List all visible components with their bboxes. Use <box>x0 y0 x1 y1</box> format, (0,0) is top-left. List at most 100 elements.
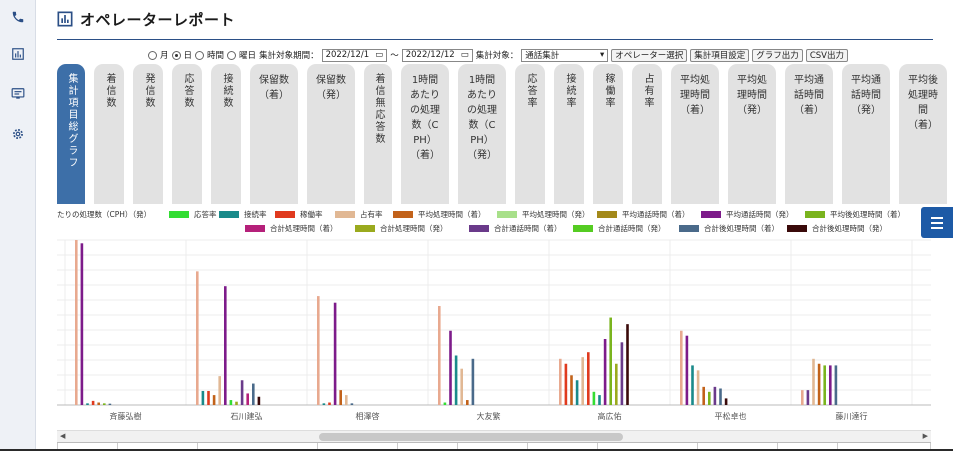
legend-item[interactable]: たりの処理数（CPH）（発） <box>57 209 151 220</box>
chart-bar[interactable] <box>708 391 711 405</box>
chart-bar[interactable] <box>564 363 568 405</box>
chart-bar[interactable] <box>207 390 210 405</box>
chart-bar[interactable] <box>592 391 596 405</box>
chart-bar[interactable] <box>86 403 89 405</box>
tab-8[interactable]: 1時間 あたり の処理 数（C PH） （着） <box>401 64 449 204</box>
chart-bar[interactable] <box>581 357 584 405</box>
legend-item[interactable]: 平均通話時間（着） <box>597 209 690 220</box>
chart-bar[interactable] <box>620 342 624 405</box>
chart-bar[interactable] <box>252 383 255 405</box>
target-select[interactable]: 通話集計 ▾ <box>521 48 609 62</box>
radio-day[interactable] <box>171 50 181 60</box>
chart-bar[interactable] <box>685 335 689 405</box>
chart-bar[interactable] <box>460 368 463 405</box>
bar-chart-icon[interactable] <box>9 45 27 63</box>
tab-4[interactable]: 接続数 <box>211 64 241 204</box>
legend-item[interactable]: 平均処理時間（着） <box>393 209 486 220</box>
chart-bar[interactable] <box>713 386 717 405</box>
chart-bar[interactable] <box>240 380 244 405</box>
scroll-thumb[interactable] <box>319 433 623 441</box>
tab-17[interactable]: 平均通 話時間 （発） <box>842 64 890 204</box>
tab-3[interactable]: 応答数 <box>172 64 202 204</box>
chart-bar[interactable] <box>823 365 826 405</box>
chart-bar[interactable] <box>75 240 78 405</box>
chart-bar[interactable] <box>449 330 452 405</box>
graph-export-button[interactable]: グラフ出力 <box>752 48 803 62</box>
chart-bar[interactable] <box>829 365 832 405</box>
chart-bar[interactable] <box>257 396 261 405</box>
chart-bar[interactable] <box>438 306 441 405</box>
horizontal-scrollbar[interactable]: ◀ ▶ <box>57 430 931 442</box>
phone-icon[interactable] <box>9 8 27 26</box>
chart-bar[interactable] <box>345 395 348 405</box>
items-settings-button[interactable]: 集計項目設定 <box>690 48 750 62</box>
chart-bar[interactable] <box>806 390 810 405</box>
date-to-input[interactable]: 2022/12/12 ▭ <box>401 48 473 62</box>
legend-item[interactable]: 合計後処理時間（発） <box>787 223 887 234</box>
chart-bar[interactable] <box>229 400 233 405</box>
chart-bar[interactable] <box>235 401 238 405</box>
gear-icon[interactable] <box>9 125 27 143</box>
legend-item[interactable]: 平均通話時間（発） <box>701 209 794 220</box>
radio-month[interactable] <box>148 50 157 60</box>
chart-bar[interactable] <box>322 403 326 405</box>
chart-bar[interactable] <box>812 358 815 405</box>
tab-2[interactable]: 発信数 <box>133 64 163 204</box>
tab-5[interactable]: 保留数 （着） <box>250 64 298 204</box>
radio-hour[interactable] <box>195 50 205 60</box>
chart-bar[interactable] <box>97 402 100 405</box>
chart-bar[interactable] <box>719 388 722 406</box>
legend-item[interactable]: 平均後処理時間（着） <box>805 209 905 220</box>
tab-13[interactable]: 占有率 <box>632 64 662 204</box>
legend-item[interactable]: 接続率 <box>219 209 267 220</box>
chart-bar[interactable] <box>350 403 354 405</box>
chart-bar[interactable] <box>570 375 573 405</box>
calendar-icon[interactable]: ▭ <box>460 50 469 60</box>
tab-11[interactable]: 接続率 <box>554 64 584 204</box>
chart-bar[interactable] <box>317 296 320 405</box>
chart-bar[interactable] <box>587 352 590 405</box>
tab-9[interactable]: 1時間 あたり の処理 数（C PH） （発） <box>458 64 506 204</box>
tab-6[interactable]: 保留数 （発） <box>307 64 355 204</box>
chart-bar[interactable] <box>443 402 447 405</box>
chart-bar[interactable] <box>834 365 838 405</box>
legend-item[interactable]: 合計処理時間（発） <box>355 223 448 234</box>
chart-bar[interactable] <box>201 390 205 405</box>
monitor-chat-icon[interactable] <box>9 85 27 103</box>
chart-bar[interactable] <box>328 402 331 405</box>
chart-bar[interactable] <box>559 358 562 405</box>
chart-bar[interactable] <box>333 302 337 405</box>
chart-bar[interactable] <box>615 363 618 405</box>
legend-item[interactable]: 合計処理時間（着） <box>245 223 338 234</box>
chart-bar[interactable] <box>603 339 607 405</box>
chart-bar[interactable] <box>218 376 221 405</box>
tab-0[interactable]: 集計項目総グラフ <box>57 64 85 204</box>
chart-bar[interactable] <box>598 395 601 405</box>
scroll-right-icon[interactable]: ▶ <box>922 432 928 440</box>
legend-item[interactable]: 平均処理時間（発） <box>497 209 590 220</box>
csv-export-button[interactable]: CSV出力 <box>805 48 848 62</box>
legend-item[interactable]: 合計後処理時間（着） <box>679 223 779 234</box>
chart-bar[interactable] <box>466 400 469 405</box>
tab-16[interactable]: 平均通 話時間 （着） <box>785 64 833 204</box>
chart-bar[interactable] <box>224 286 227 405</box>
chart-bar[interactable] <box>724 398 728 405</box>
legend-item[interactable]: 占有率 <box>335 209 383 220</box>
tab-1[interactable]: 着信数 <box>94 64 124 204</box>
chart-bar[interactable] <box>609 317 612 405</box>
date-from-input[interactable]: 2022/12/1 ▭ <box>321 48 388 62</box>
scroll-left-icon[interactable]: ◀ <box>60 432 66 440</box>
calendar-icon[interactable]: ▭ <box>375 50 384 60</box>
chart-bar[interactable] <box>103 403 106 405</box>
tab-18[interactable]: 平均後 処理時 間 （着） <box>899 64 947 204</box>
chart-bar[interactable] <box>691 365 694 405</box>
operator-select-button[interactable]: オペレーター選択 <box>611 48 688 62</box>
chart-bar[interactable] <box>91 400 95 405</box>
legend-item[interactable]: 合計通話時間（着） <box>469 223 562 234</box>
tab-12[interactable]: 稼働率 <box>593 64 623 204</box>
chart-bar[interactable] <box>454 355 458 406</box>
chart-bar[interactable] <box>196 271 199 405</box>
menu-button[interactable] <box>921 207 953 238</box>
chart-bar[interactable] <box>696 370 700 405</box>
radio-weekday[interactable] <box>227 50 237 60</box>
